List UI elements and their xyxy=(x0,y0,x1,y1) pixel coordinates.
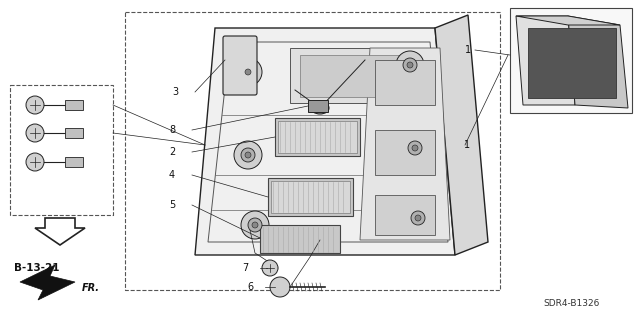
Circle shape xyxy=(245,152,251,158)
Circle shape xyxy=(403,58,417,72)
Circle shape xyxy=(407,62,413,68)
Text: FR.: FR. xyxy=(82,283,100,293)
Text: 2: 2 xyxy=(169,147,175,157)
Polygon shape xyxy=(360,48,450,240)
Circle shape xyxy=(241,211,269,239)
Bar xyxy=(271,181,350,213)
Polygon shape xyxy=(516,16,620,25)
Text: 1: 1 xyxy=(465,45,471,55)
Circle shape xyxy=(26,153,44,171)
Bar xyxy=(65,100,83,110)
Ellipse shape xyxy=(311,102,329,114)
Bar xyxy=(528,28,616,98)
Polygon shape xyxy=(20,265,75,300)
Circle shape xyxy=(270,277,290,297)
Bar xyxy=(308,100,328,112)
Polygon shape xyxy=(435,15,488,255)
Bar xyxy=(275,118,360,156)
Bar xyxy=(10,85,113,215)
Bar xyxy=(290,48,410,103)
Text: 6: 6 xyxy=(247,282,253,292)
Text: B-13-21: B-13-21 xyxy=(14,263,60,273)
Polygon shape xyxy=(35,218,85,245)
Text: SDR4-B1326: SDR4-B1326 xyxy=(543,299,600,308)
Circle shape xyxy=(401,134,429,162)
Circle shape xyxy=(26,96,44,114)
Circle shape xyxy=(262,260,278,276)
Bar xyxy=(268,178,353,216)
Circle shape xyxy=(234,141,262,169)
Bar xyxy=(65,157,83,167)
Circle shape xyxy=(396,51,424,79)
Text: 1: 1 xyxy=(464,140,470,150)
Circle shape xyxy=(241,148,255,162)
Bar xyxy=(260,225,340,253)
Circle shape xyxy=(241,65,255,79)
Bar xyxy=(65,128,83,138)
Text: 7: 7 xyxy=(242,263,248,273)
Circle shape xyxy=(415,215,421,221)
Circle shape xyxy=(248,218,262,232)
Circle shape xyxy=(412,145,418,151)
Bar xyxy=(375,195,435,235)
Bar xyxy=(375,60,435,105)
Bar xyxy=(278,121,357,153)
Text: 5: 5 xyxy=(169,200,175,210)
Bar xyxy=(375,130,435,175)
Circle shape xyxy=(408,141,422,155)
Bar xyxy=(125,12,500,290)
Polygon shape xyxy=(568,16,628,108)
Circle shape xyxy=(234,58,262,86)
Polygon shape xyxy=(195,28,455,255)
Text: 4: 4 xyxy=(169,170,175,180)
Bar xyxy=(510,8,632,113)
Circle shape xyxy=(404,204,432,232)
Text: 3: 3 xyxy=(172,87,178,97)
FancyBboxPatch shape xyxy=(223,36,257,95)
Bar xyxy=(300,55,400,97)
Text: 8: 8 xyxy=(169,125,175,135)
Circle shape xyxy=(26,124,44,142)
Circle shape xyxy=(252,222,258,228)
Circle shape xyxy=(411,211,425,225)
Circle shape xyxy=(245,69,251,75)
Polygon shape xyxy=(516,16,575,105)
